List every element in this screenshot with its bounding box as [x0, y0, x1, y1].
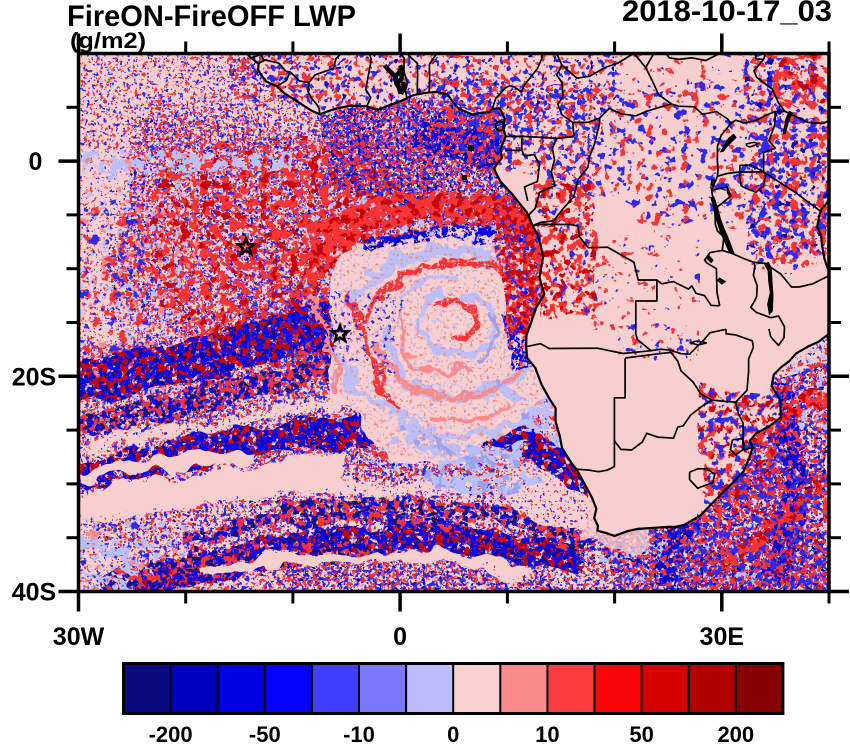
svg-text:-50: -50: [249, 722, 281, 747]
svg-text:50: 50: [629, 722, 653, 747]
svg-text:10: 10: [535, 722, 559, 747]
svg-text:-200: -200: [149, 722, 193, 747]
svg-text:30W: 30W: [53, 623, 105, 651]
svg-text:0: 0: [393, 623, 407, 651]
svg-text:(g/m2): (g/m2): [70, 28, 146, 53]
svg-text:0: 0: [447, 722, 459, 747]
svg-text:20S: 20S: [12, 363, 56, 391]
svg-text:40S: 40S: [12, 579, 56, 607]
svg-text:FireON-FireOFF LWP: FireON-FireOFF LWP: [67, 0, 356, 33]
svg-text:30E: 30E: [700, 623, 744, 651]
svg-text:0: 0: [29, 148, 43, 176]
svg-text:-10: -10: [343, 722, 375, 747]
svg-text:200: 200: [717, 722, 754, 747]
svg-text:2018-10-17_03: 2018-10-17_03: [622, 0, 832, 28]
